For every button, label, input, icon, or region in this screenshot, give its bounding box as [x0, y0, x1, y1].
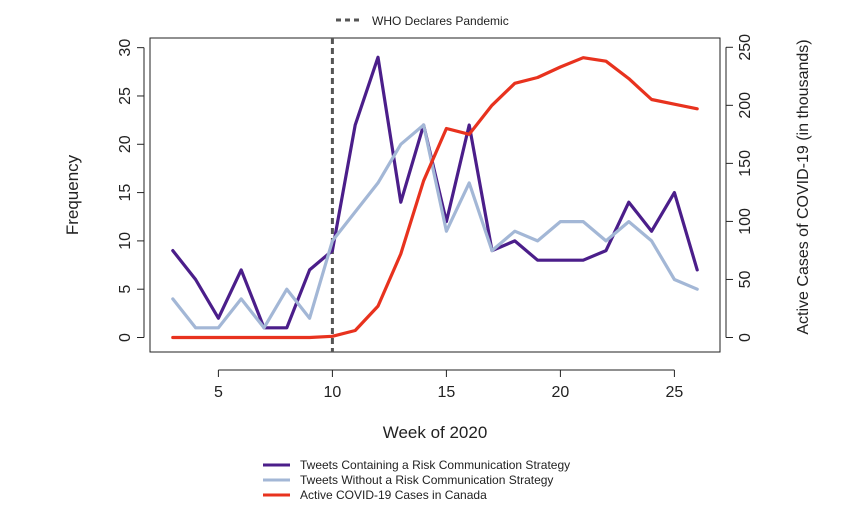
y-tick-label: 25 — [117, 87, 134, 105]
x-tick-label: 20 — [552, 384, 570, 401]
y-tick-label: 10 — [117, 232, 134, 250]
y-tick-label: 5 — [117, 285, 134, 294]
x-tick-label: 25 — [666, 384, 684, 401]
y-axis-title: Frequency — [63, 154, 82, 235]
y2-tick-label: 250 — [737, 34, 754, 61]
y-tick-label: 15 — [117, 184, 134, 202]
y-tick-label: 0 — [117, 333, 134, 342]
y2-tick-label: 50 — [737, 270, 754, 288]
x-axis-title: Week of 2020 — [383, 423, 488, 442]
y2-tick-label: 150 — [737, 150, 754, 177]
y2-tick-label: 0 — [737, 333, 754, 342]
y-tick-label: 20 — [117, 135, 134, 153]
legend-label-3: Active COVID-19 Cases in Canada — [300, 488, 487, 502]
x-tick-label: 10 — [324, 384, 342, 401]
y2-tick-label: 100 — [737, 208, 754, 235]
series-line-2 — [171, 123, 699, 330]
plot-frame — [149, 37, 721, 353]
y-tick-label: 30 — [117, 39, 134, 57]
x-tick-label: 5 — [214, 384, 223, 401]
series-line-3 — [171, 56, 699, 340]
y2-tick-label: 200 — [737, 92, 754, 119]
x-tick-label: 15 — [438, 384, 456, 401]
legend-label-2: Tweets Without a Risk Communication Stra… — [300, 473, 553, 487]
y2-axis-title: Active Cases of COVID-19 (in thousands) — [795, 39, 812, 334]
plot-area: 5 10 15 20 25051015202530050100150200250Week… — [63, 14, 812, 502]
series-line-1 — [171, 55, 699, 330]
legend-label-1: Tweets Containing a Risk Communication S… — [300, 458, 570, 472]
legend-label-annotation: WHO Declares Pandemic — [372, 14, 509, 28]
